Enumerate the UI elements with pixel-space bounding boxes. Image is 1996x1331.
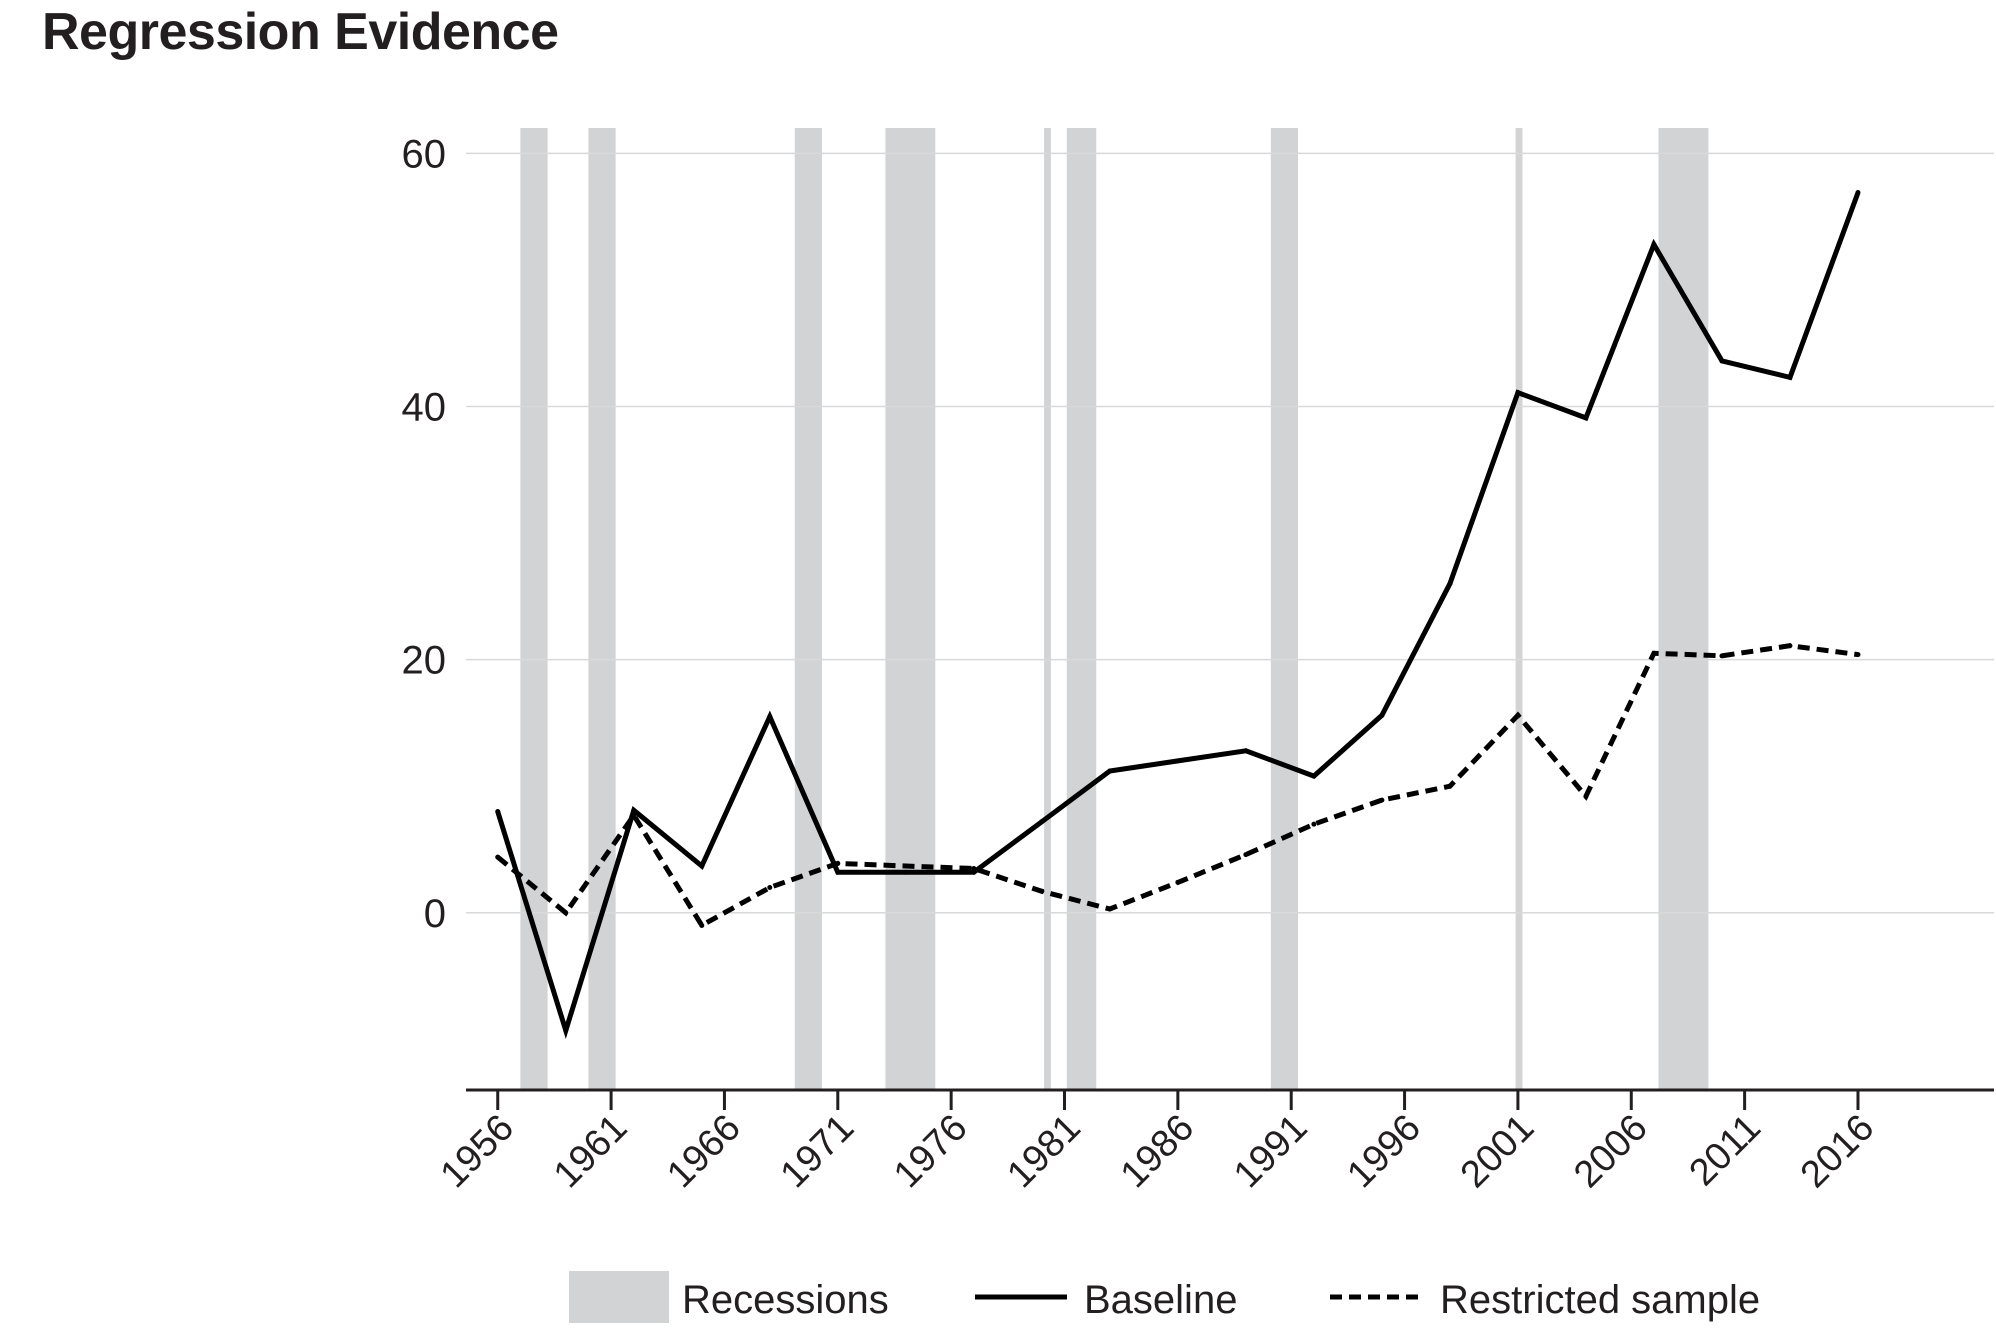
data-point bbox=[1379, 712, 1385, 718]
data-point bbox=[1855, 190, 1861, 196]
data-point bbox=[1107, 768, 1113, 774]
y-tick-label: 60 bbox=[402, 132, 447, 176]
data-point bbox=[1175, 758, 1181, 764]
legend-label-recessions: Recessions bbox=[682, 1278, 889, 1322]
recession-band bbox=[588, 128, 616, 1090]
data-point bbox=[903, 863, 909, 869]
data-point bbox=[1447, 783, 1453, 789]
data-point bbox=[971, 865, 977, 871]
recession-bands bbox=[520, 128, 1709, 1090]
x-tick-label: 2006 bbox=[1566, 1107, 1655, 1196]
data-point bbox=[1311, 773, 1317, 779]
data-point bbox=[495, 809, 501, 815]
data-point bbox=[699, 922, 705, 928]
data-point bbox=[1107, 906, 1113, 912]
x-tick-label: 1971 bbox=[773, 1107, 862, 1196]
x-tick-label: 1991 bbox=[1226, 1107, 1315, 1196]
data-point bbox=[1243, 852, 1249, 858]
recession-band bbox=[885, 128, 936, 1090]
data-point bbox=[835, 869, 841, 875]
grid-lines bbox=[466, 152, 1994, 914]
data-point bbox=[1515, 390, 1521, 396]
y-axis-ticks: 0 20 40 60 bbox=[402, 132, 447, 935]
recession-band bbox=[1658, 128, 1709, 1090]
data-point bbox=[495, 854, 501, 860]
legend-label-baseline: Baseline bbox=[1084, 1278, 1237, 1322]
data-point bbox=[1175, 879, 1181, 885]
data-point bbox=[903, 869, 909, 875]
x-tick-label: 2016 bbox=[1793, 1107, 1882, 1196]
recession-band bbox=[1066, 128, 1097, 1090]
data-point bbox=[1855, 652, 1861, 658]
x-tick-label: 1986 bbox=[1113, 1107, 1202, 1196]
x-tick-label: 2001 bbox=[1453, 1107, 1542, 1196]
data-point bbox=[1039, 819, 1045, 825]
x-axis-ticks: 1956 1961 1966 1971 1976 1981 1986 1991 1996 2001… bbox=[433, 1090, 1882, 1196]
x-tick-label: 2011 bbox=[1682, 1107, 1769, 1194]
data-point bbox=[1583, 793, 1589, 799]
data-point bbox=[631, 812, 637, 818]
legend: Recessions Baseline Restricted sample bbox=[569, 1271, 1760, 1323]
data-point bbox=[1651, 241, 1657, 247]
data-point bbox=[1719, 653, 1725, 659]
x-tick-label: 1981 bbox=[999, 1107, 1088, 1196]
data-point bbox=[563, 1028, 569, 1034]
y-tick-label: 20 bbox=[402, 639, 447, 683]
legend-swatch-recessions bbox=[569, 1271, 669, 1323]
x-tick-label: 1966 bbox=[659, 1107, 748, 1196]
data-point bbox=[563, 910, 569, 916]
data-point bbox=[971, 869, 977, 875]
y-tick-label: 0 bbox=[424, 892, 446, 936]
series-line-baseline bbox=[495, 191, 1861, 1039]
data-point bbox=[699, 863, 705, 869]
data-point bbox=[1787, 643, 1793, 649]
data-point bbox=[1719, 358, 1725, 364]
data-point bbox=[835, 860, 841, 866]
data-point bbox=[1379, 797, 1385, 803]
data-point bbox=[1787, 374, 1793, 380]
x-tick-label: 1996 bbox=[1339, 1107, 1428, 1196]
data-point bbox=[1651, 650, 1657, 656]
data-point bbox=[1243, 748, 1249, 754]
data-point bbox=[1583, 415, 1589, 421]
data-point bbox=[1515, 712, 1521, 718]
legend-label-restricted: Restricted sample bbox=[1440, 1278, 1760, 1322]
data-point bbox=[631, 807, 637, 813]
data-point bbox=[1039, 888, 1045, 894]
series-lines bbox=[495, 190, 1861, 1039]
y-tick-label: 40 bbox=[402, 385, 447, 429]
recession-band bbox=[1270, 128, 1299, 1090]
recession-band bbox=[1515, 128, 1523, 1090]
chart-title: Regression Evidence bbox=[42, 3, 559, 61]
recession-band bbox=[794, 128, 822, 1090]
data-point bbox=[767, 714, 773, 720]
data-point bbox=[1311, 821, 1317, 827]
recession-band bbox=[1044, 128, 1051, 1090]
data-point bbox=[767, 884, 773, 890]
x-tick-label: 1961 bbox=[546, 1107, 635, 1196]
x-tick-label: 1956 bbox=[433, 1107, 522, 1196]
recession-band bbox=[520, 128, 548, 1090]
x-tick-label: 1976 bbox=[886, 1107, 975, 1196]
data-point bbox=[1447, 581, 1453, 587]
